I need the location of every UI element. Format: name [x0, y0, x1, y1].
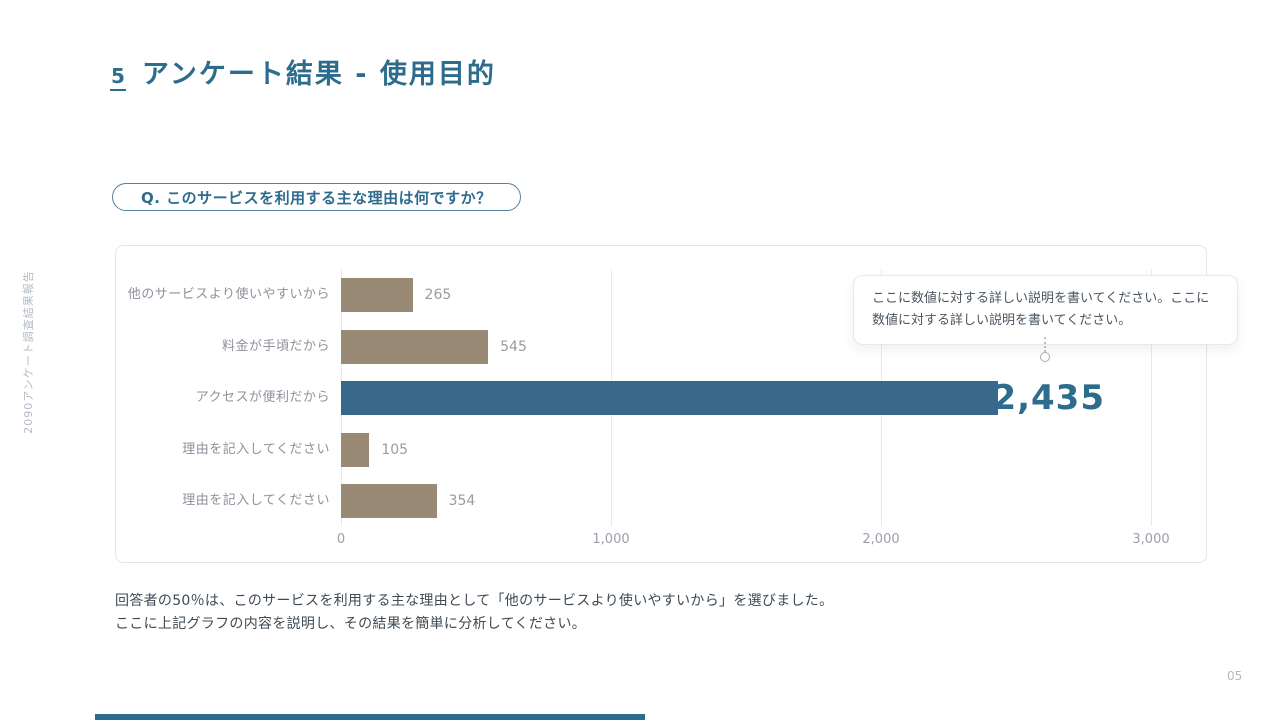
page-header: 5 アンケート結果 - 使用目的 [110, 52, 496, 91]
value-label: 2,435 [992, 378, 1105, 418]
annotation-tooltip: ここに数値に対する詳しい説明を書いてください。ここに数値に対する詳しい説明を書い… [853, 275, 1238, 346]
description-line-2: ここに上記グラフの内容を説明し、その結果を簡単に分析してください。 [115, 616, 587, 632]
x-tick-label: 1,000 [592, 532, 630, 547]
bar [341, 330, 489, 364]
bar-row: 理由を記入してください 354 [116, 484, 1206, 518]
annotation-text: ここに数値に対する詳しい説明を書いてください。ここに数値に対する詳しい説明を書い… [872, 291, 1210, 329]
category-label: 他のサービスより使いやすいから [127, 287, 330, 302]
tooltip-connector-line [1044, 337, 1046, 352]
bar [341, 484, 437, 518]
category-label: 料金が手頃だから [221, 339, 330, 354]
bar-row: 料金が手頃だから 545 [116, 330, 1206, 364]
bar [341, 381, 999, 415]
value-label: 354 [448, 493, 476, 509]
category-label: アクセスが便利だから [195, 390, 330, 405]
description-line-1: 回答者の50％は、このサービスを利用する主な理由として「他のサービスより使いやす… [115, 593, 834, 609]
category-label: 理由を記入してください [182, 442, 330, 457]
bottom-accent-strip [95, 714, 645, 720]
bar [341, 433, 370, 467]
side-caption: 2090アンケート調査結果報告 [22, 270, 35, 434]
page-number: 05 [1227, 669, 1243, 683]
x-tick-label: 0 [336, 532, 346, 547]
category-label: 理由を記入してください [182, 493, 330, 508]
x-tick-label: 3,000 [1132, 532, 1170, 547]
question-text: Q. このサービスを利用する主な理由は何ですか？ [141, 188, 492, 207]
plot-area: 0 1,000 2,000 3,000 他のサービスより使いやすいから 265 料金が手頃だ… [116, 246, 1206, 562]
bar-row: 理由を記入してください 105 [116, 433, 1206, 467]
question-badge: Q. このサービスを利用する主な理由は何ですか？ [112, 183, 521, 211]
x-tick-label: 2,000 [862, 532, 900, 547]
tooltip-anchor-dot [1040, 352, 1050, 362]
bar-row: 他のサービスより使いやすいから 265 [116, 278, 1206, 312]
bar-row: アクセスが便利だから 2,435 [116, 381, 1206, 415]
value-label: 265 [424, 287, 452, 303]
chart-description: 回答者の50％は、このサービスを利用する主な理由として「他のサービスより使いやす… [115, 590, 833, 636]
section-number: 5 [110, 64, 126, 91]
value-label: 105 [381, 442, 409, 458]
value-label: 545 [500, 339, 527, 355]
gridline [1151, 269, 1152, 526]
page-title: アンケート結果 - 使用目的 [141, 59, 496, 90]
bar [341, 278, 413, 312]
